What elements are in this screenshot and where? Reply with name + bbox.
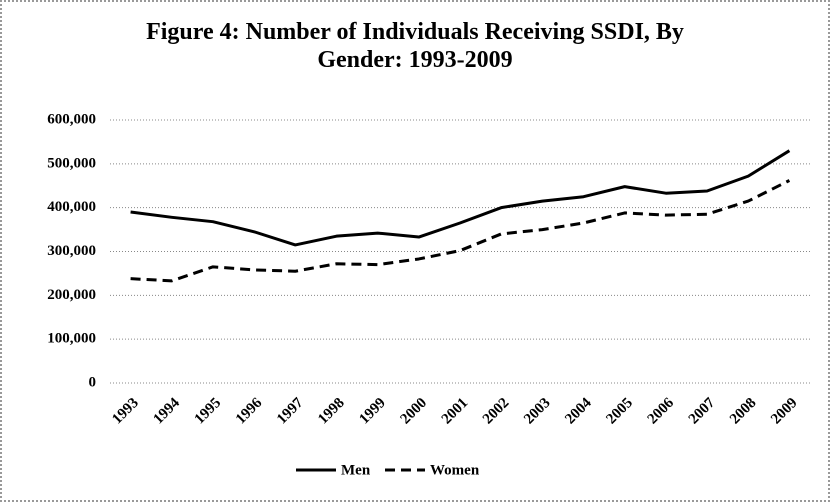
chart-title: Figure 4: Number of Individuals Receivin… (146, 19, 684, 73)
x-tick-label: 2006 (645, 395, 678, 428)
x-tick-label: 2002 (480, 395, 513, 428)
y-tick-label: 200,000 (47, 287, 96, 303)
x-tick-label: 2004 (562, 395, 595, 428)
y-tick-label: 300,000 (47, 243, 96, 259)
x-tick-label: 2005 (603, 395, 636, 428)
y-tick-label: 600,000 (47, 111, 96, 127)
legend-label: Women (430, 462, 480, 478)
x-tick-label: 2001 (439, 395, 472, 428)
y-tick-label: 0 (89, 374, 97, 390)
y-tick-label: 400,000 (47, 199, 96, 215)
series-line (130, 149, 791, 247)
x-tick-label: 1999 (356, 395, 389, 428)
x-tick-label: 1997 (274, 395, 307, 428)
x-tick-label: 2008 (727, 395, 760, 428)
x-tick-label: 2009 (768, 395, 801, 428)
x-tick-label: 1998 (315, 395, 348, 428)
x-tick-label: 2007 (686, 395, 719, 428)
y-tick-label: 100,000 (47, 331, 96, 347)
x-tick-label: 1996 (233, 395, 266, 428)
legend-label: Men (341, 462, 371, 478)
series-line (130, 179, 791, 283)
x-tick-label: 2003 (521, 395, 554, 428)
x-tick-label: 2000 (398, 395, 431, 428)
y-tick-label: 500,000 (47, 155, 96, 171)
x-tick-label: 1994 (150, 395, 183, 428)
x-tick-label: 1993 (109, 395, 142, 428)
x-tick-label: 1995 (192, 395, 225, 428)
